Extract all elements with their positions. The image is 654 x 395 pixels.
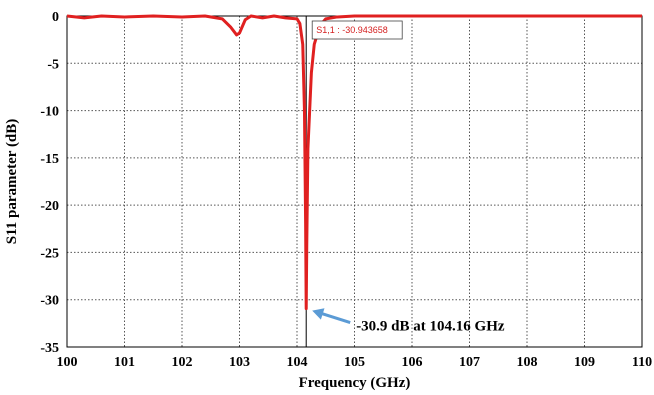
y-tick-label: -15: [40, 152, 59, 167]
x-tick-label: 109: [574, 355, 595, 370]
annotation-arrowhead: [312, 308, 325, 320]
x-tick-label: 110: [632, 355, 652, 370]
x-tick-label: 105: [344, 355, 365, 370]
y-tick-label: -20: [40, 199, 59, 214]
y-tick-label: -25: [40, 246, 59, 261]
y-tick-label: -30: [40, 294, 59, 309]
annotation-arrow: [319, 311, 351, 325]
annotation: -30.9 dB at 104.16 GHz: [312, 308, 505, 335]
x-tick-labels: 100 101 102 103 104 105 106 107 108 109 110: [57, 355, 653, 370]
marker-readout: S1,1 : -30.943658: [311, 20, 403, 40]
x-tick-label: 101: [114, 355, 135, 370]
y-tick-labels: 0 -5 -10 -15 -20 -25 -30 -35: [40, 10, 59, 356]
x-tick-label: 107: [459, 355, 480, 370]
y-tick-label: -5: [47, 57, 59, 72]
y-tick-label: -10: [40, 105, 59, 120]
annotation-text: -30.9 dB at 104.16 GHz: [356, 319, 505, 335]
s11-series-line: [66, 14, 642, 311]
y-tick-label: -35: [40, 341, 59, 356]
x-tick-label: 100: [57, 355, 78, 370]
marker-readout-text: S1,1 : -30.943658: [316, 25, 388, 35]
x-tick-label: 103: [229, 355, 250, 370]
x-tick-label: 102: [172, 355, 193, 370]
x-axis-title: Frequency (GHz): [299, 375, 411, 391]
x-tick-label: 108: [517, 355, 538, 370]
y-tick-label: 0: [52, 10, 59, 25]
grid: [67, 16, 642, 347]
y-axis-title: S11 parameter (dB): [4, 119, 20, 245]
x-tick-label: 106: [402, 355, 423, 370]
x-tick-label: 104: [287, 355, 308, 370]
